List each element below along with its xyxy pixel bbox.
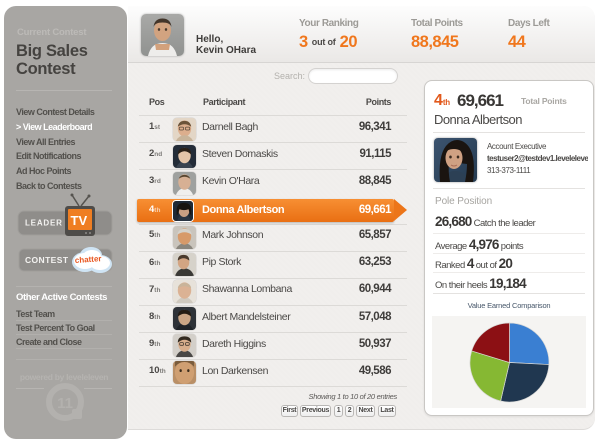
svg-text:11: 11 [57,395,73,412]
svg-text:CONTEST: CONTEST [25,255,69,265]
svg-text:TV: TV [71,213,88,228]
svg-text:chatter: chatter [75,254,102,265]
svg-text:LEADER: LEADER [25,219,63,228]
